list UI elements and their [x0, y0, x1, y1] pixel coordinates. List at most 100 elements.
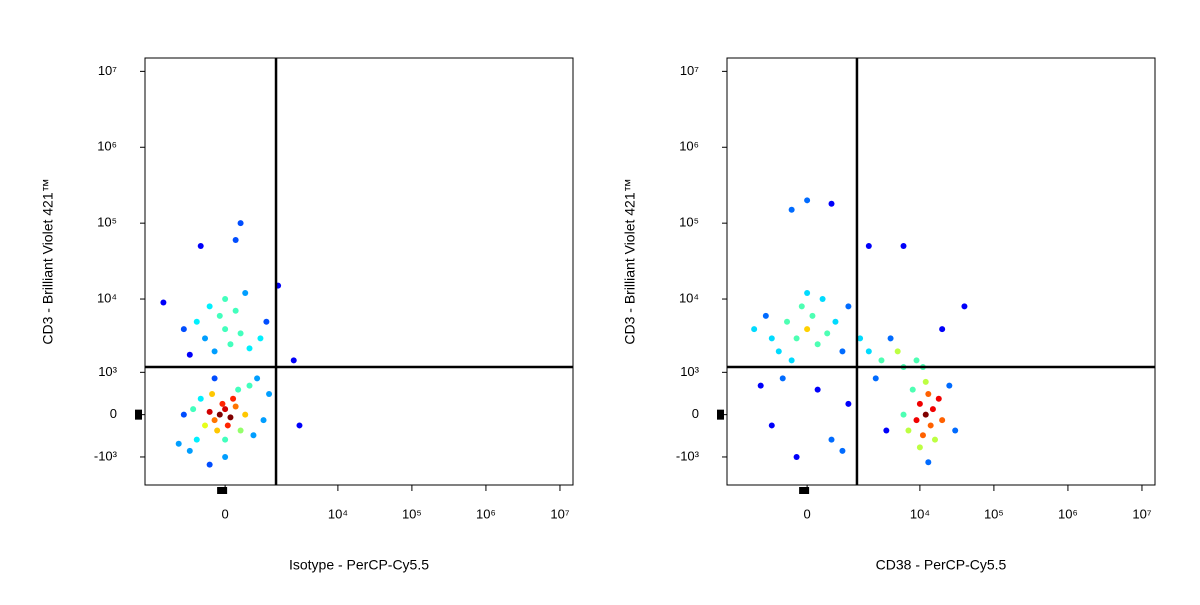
event-dot	[905, 427, 912, 434]
compressed-zero-marker	[135, 409, 142, 420]
event-dot	[768, 422, 775, 429]
event-dot	[180, 326, 187, 333]
event-dot	[222, 296, 229, 303]
event-dot	[237, 330, 244, 337]
event-dot	[865, 243, 872, 250]
event-dot	[793, 453, 800, 460]
event-dot	[260, 417, 267, 424]
event-dot	[883, 427, 890, 434]
x-tick-label: 10⁴	[328, 506, 348, 521]
y-tick-label: 10⁵	[679, 215, 699, 230]
event-dot	[263, 318, 270, 325]
event-dot	[237, 220, 244, 227]
x-tick-label: 10⁷	[1132, 506, 1151, 521]
event-dot	[824, 330, 831, 337]
event-dot	[865, 348, 872, 355]
event-dot	[197, 395, 204, 402]
event-dot	[246, 345, 253, 352]
event-dot	[775, 348, 782, 355]
event-dot	[909, 386, 916, 393]
event-dot	[190, 406, 197, 413]
event-dot	[224, 422, 231, 429]
x-axis-label: CD38 - PerCP-Cy5.5	[876, 557, 1007, 573]
event-dot	[193, 318, 200, 325]
event-dot	[793, 335, 800, 342]
y-tick-label: 10⁵	[97, 215, 117, 230]
event-dot	[952, 427, 959, 434]
event-dot	[916, 444, 923, 451]
event-dot	[751, 326, 758, 333]
event-dot	[788, 357, 795, 364]
event-dot	[927, 422, 934, 429]
event-dot	[814, 341, 821, 348]
y-tick-label: -10³	[94, 448, 118, 463]
y-axis-label: CD3 - Brilliant Violet 421™	[40, 178, 56, 344]
event-dot	[216, 312, 223, 319]
x-tick-label: 10⁶	[1058, 506, 1078, 521]
plot-frame	[144, 57, 574, 486]
event-dot	[160, 299, 167, 306]
event-dot	[202, 422, 209, 429]
event-dot	[961, 303, 968, 310]
event-dot	[922, 378, 929, 385]
event-dot	[257, 335, 264, 342]
event-dot	[250, 432, 257, 439]
event-dot	[913, 357, 920, 364]
event-dot	[900, 243, 907, 250]
event-dot	[222, 453, 229, 460]
event-dot	[887, 335, 894, 342]
event-dot	[762, 312, 769, 319]
event-dot	[916, 400, 923, 407]
event-dot	[757, 382, 764, 389]
event-dot	[222, 326, 229, 333]
event-dot	[931, 436, 938, 443]
event-dot	[804, 197, 811, 204]
event-dot	[922, 411, 929, 418]
event-dot	[206, 408, 213, 415]
event-dot	[222, 406, 229, 413]
event-dot	[839, 348, 846, 355]
event-dot	[222, 436, 229, 443]
x-tick-label: 10⁵	[984, 506, 1004, 521]
event-dot	[232, 236, 239, 243]
event-dot	[925, 391, 932, 398]
event-dot	[211, 417, 218, 424]
y-tick-label: 0	[110, 406, 117, 421]
event-dot	[242, 411, 249, 418]
x-axis-label: Isotype - PerCP-Cy5.5	[289, 557, 429, 573]
event-dot	[232, 307, 239, 314]
compressed-zero-marker	[717, 409, 724, 420]
event-dot	[219, 400, 226, 407]
event-dot	[814, 386, 821, 393]
event-dot	[779, 375, 786, 382]
event-dot	[845, 303, 852, 310]
x-tick-label: 10⁴	[910, 506, 930, 521]
event-dot	[872, 375, 879, 382]
y-tick-label: 10⁷	[680, 63, 699, 78]
event-dot	[237, 427, 244, 434]
event-dot	[804, 290, 811, 297]
event-dot	[227, 414, 234, 421]
event-dot	[206, 461, 213, 468]
event-dot	[209, 391, 216, 398]
y-tick-label: 10³	[98, 364, 117, 379]
event-dot	[878, 357, 885, 364]
y-tick-label: 10⁶	[679, 139, 699, 154]
event-dot	[290, 357, 297, 364]
event-dot	[832, 318, 839, 325]
plot-frame	[726, 57, 1156, 486]
x-tick-label: 0	[221, 506, 228, 521]
event-dot	[232, 403, 239, 410]
event-dot	[929, 406, 936, 413]
plot-panel: -10³ 0 10³ 10⁴ 10⁵ 10⁶ 10⁷ 0 10⁴ 10⁵ 10⁶ 10⁷ CD38 - …	[622, 57, 1156, 573]
event-dot	[828, 436, 835, 443]
event-dot	[216, 411, 223, 418]
x-tick-label: 0	[803, 506, 810, 521]
event-dot	[202, 335, 209, 342]
event-dot	[246, 382, 253, 389]
event-dot	[828, 200, 835, 207]
event-dot	[845, 400, 852, 407]
event-dot	[809, 312, 816, 319]
event-dot	[925, 459, 932, 466]
